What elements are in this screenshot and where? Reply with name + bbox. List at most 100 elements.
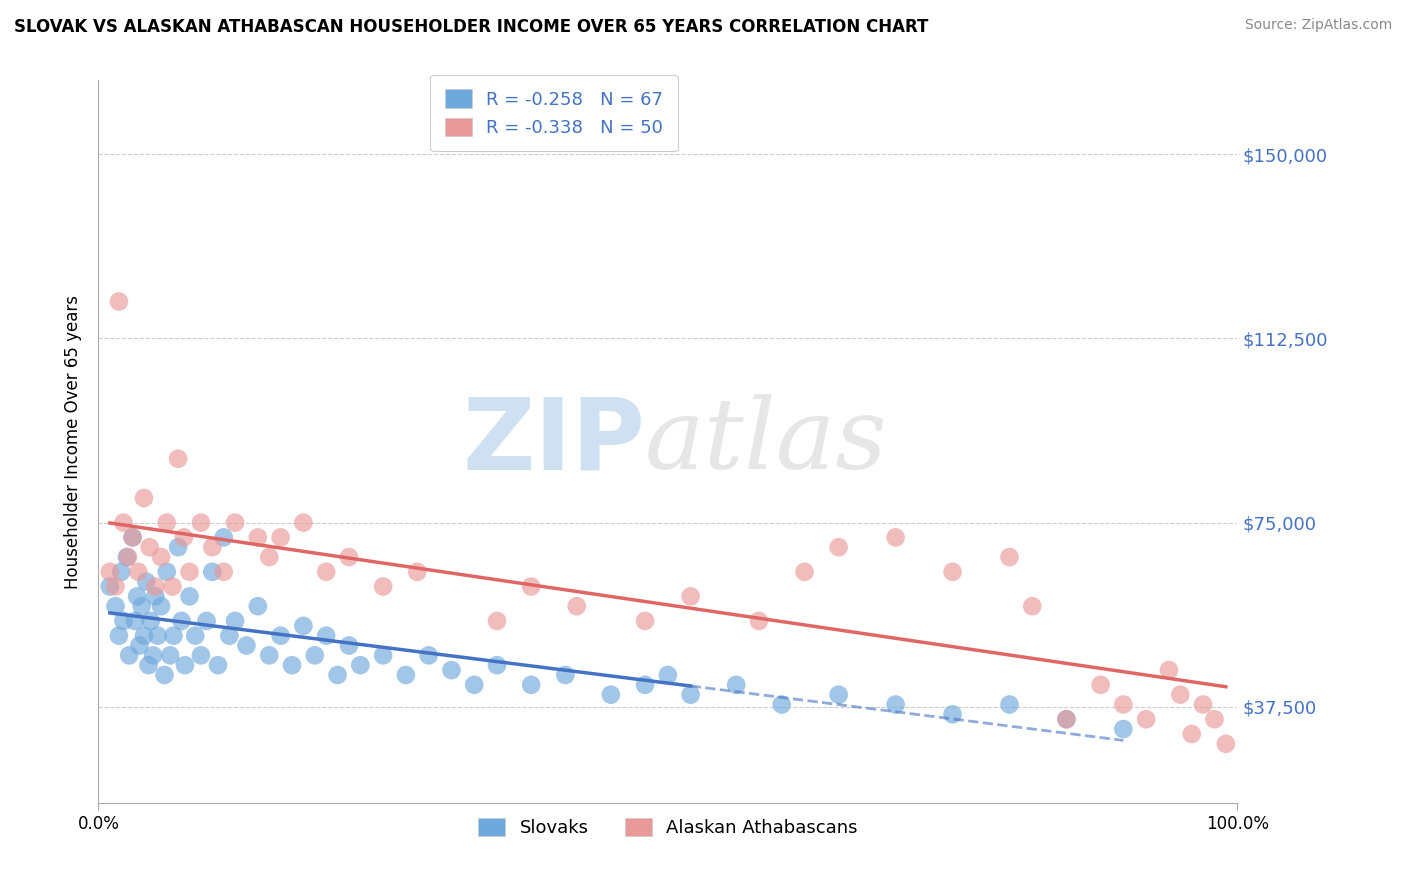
Point <box>212 565 235 579</box>
Point <box>104 580 127 594</box>
Point <box>1157 663 1180 677</box>
Point <box>828 540 851 554</box>
Point <box>179 565 201 579</box>
Point <box>98 580 121 594</box>
Point <box>179 590 201 604</box>
Point <box>486 614 509 628</box>
Text: atlas: atlas <box>645 394 887 489</box>
Point <box>1215 737 1237 751</box>
Point <box>371 580 394 594</box>
Point <box>942 707 965 722</box>
Point <box>884 698 907 712</box>
Point <box>634 678 657 692</box>
Point <box>292 619 315 633</box>
Point <box>128 639 150 653</box>
Point <box>117 549 139 564</box>
Point <box>150 599 173 614</box>
Point <box>127 565 149 579</box>
Point <box>259 648 281 663</box>
Point <box>1170 688 1192 702</box>
Point <box>110 565 132 579</box>
Point <box>725 678 748 692</box>
Point <box>1192 698 1215 712</box>
Point <box>520 678 543 692</box>
Point <box>146 629 169 643</box>
Point <box>371 648 394 663</box>
Point <box>108 294 131 309</box>
Point <box>486 658 509 673</box>
Point <box>634 614 657 628</box>
Point <box>145 580 167 594</box>
Point <box>224 614 246 628</box>
Legend: Slovaks, Alaskan Athabascans: Slovaks, Alaskan Athabascans <box>471 811 865 845</box>
Point <box>121 530 143 544</box>
Point <box>195 614 218 628</box>
Point <box>98 565 121 579</box>
Text: Source: ZipAtlas.com: Source: ZipAtlas.com <box>1244 18 1392 32</box>
Point <box>218 629 240 643</box>
Point <box>270 530 292 544</box>
Point <box>657 668 679 682</box>
Point <box>121 530 143 544</box>
Point <box>139 614 162 628</box>
Point <box>138 540 160 554</box>
Point <box>770 698 793 712</box>
Point <box>998 698 1021 712</box>
Point <box>127 590 149 604</box>
Point <box>1204 712 1226 726</box>
Point <box>1021 599 1043 614</box>
Point <box>173 530 195 544</box>
Point <box>1090 678 1112 692</box>
Point <box>679 688 702 702</box>
Point <box>600 688 623 702</box>
Point <box>337 549 360 564</box>
Point <box>270 629 292 643</box>
Point <box>281 658 304 673</box>
Point <box>304 648 326 663</box>
Point <box>104 599 127 614</box>
Point <box>153 668 176 682</box>
Point <box>326 668 349 682</box>
Point <box>150 549 173 564</box>
Point <box>748 614 770 628</box>
Point <box>112 516 135 530</box>
Point <box>315 565 337 579</box>
Point <box>159 648 181 663</box>
Point <box>315 629 337 643</box>
Point <box>1112 698 1135 712</box>
Point <box>463 678 485 692</box>
Point <box>170 614 193 628</box>
Point <box>440 663 463 677</box>
Point <box>162 580 184 594</box>
Point <box>108 629 131 643</box>
Point <box>207 658 229 673</box>
Point <box>520 580 543 594</box>
Point <box>884 530 907 544</box>
Point <box>138 658 160 673</box>
Text: SLOVAK VS ALASKAN ATHABASCAN HOUSEHOLDER INCOME OVER 65 YEARS CORRELATION CHART: SLOVAK VS ALASKAN ATHABASCAN HOUSEHOLDER… <box>14 18 928 36</box>
Point <box>395 668 418 682</box>
Point <box>828 688 851 702</box>
Point <box>201 565 224 579</box>
Point <box>118 648 141 663</box>
Point <box>135 574 157 589</box>
Point <box>418 648 440 663</box>
Point <box>224 516 246 530</box>
Point <box>1054 712 1078 726</box>
Point <box>132 491 155 505</box>
Point <box>112 614 135 628</box>
Point <box>142 648 165 663</box>
Point <box>124 614 146 628</box>
Point <box>145 590 167 604</box>
Point <box>1112 722 1135 736</box>
Point <box>679 590 702 604</box>
Point <box>235 639 257 653</box>
Point <box>167 540 190 554</box>
Point <box>246 530 269 544</box>
Point <box>156 516 179 530</box>
Point <box>115 549 138 564</box>
Y-axis label: Householder Income Over 65 years: Householder Income Over 65 years <box>65 294 83 589</box>
Point <box>156 565 179 579</box>
Point <box>190 648 212 663</box>
Point <box>793 565 815 579</box>
